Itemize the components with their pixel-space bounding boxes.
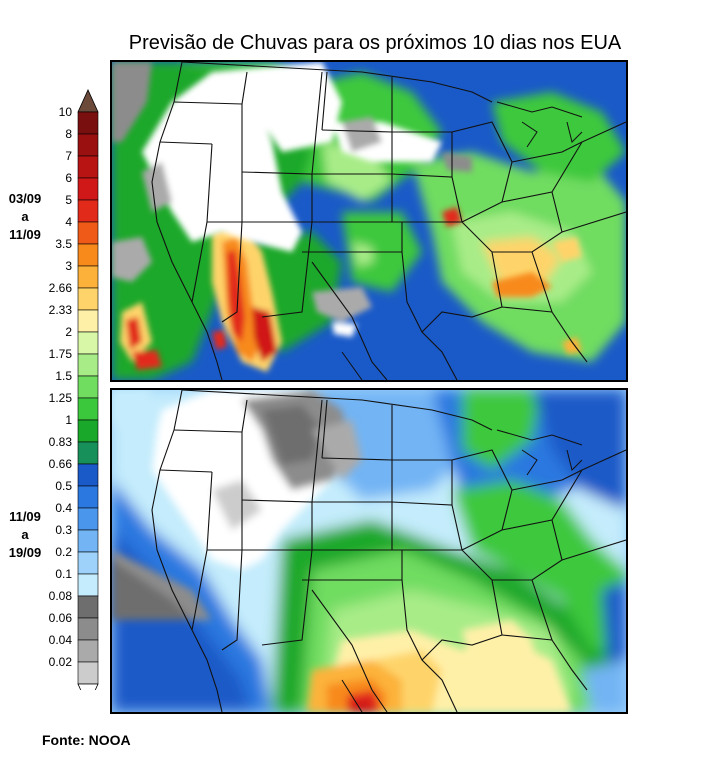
- legend-swatch: [77, 199, 99, 223]
- legend-swatch: [77, 265, 99, 289]
- period-top-sep: a: [21, 209, 29, 224]
- forecast-map-top: [110, 60, 628, 382]
- legend-label: 1.5: [55, 369, 72, 383]
- period-label-top: 03/09 a 11/09: [0, 190, 50, 244]
- legend-swatch: [77, 617, 99, 641]
- legend-label: 5: [65, 193, 72, 207]
- legend-swatch: [77, 529, 99, 553]
- legend-label: 0.3: [55, 523, 72, 537]
- legend-label: 3: [65, 259, 72, 273]
- legend-label: 0.06: [49, 611, 73, 625]
- page-title: Previsão de Chuvas para os próximos 10 d…: [128, 32, 622, 54]
- legend-label: 4: [65, 215, 72, 229]
- legend-label: 1.75: [49, 347, 73, 361]
- legend-label: 0.2: [55, 545, 72, 559]
- legend-swatch: [77, 595, 99, 619]
- legend-swatch: [77, 155, 99, 179]
- period-bottom-start: 11/09: [9, 509, 41, 524]
- legend-swatch: [77, 463, 99, 487]
- forecast-map-bottom: [110, 388, 628, 714]
- period-bottom-sep: a: [21, 527, 29, 542]
- precipitation-legend: 10 8 7 6 5 4 3.5 3 2.66 2.33 2 1.75 1.5 1.25 1 0.83 0.66…: [49, 89, 99, 690]
- legend-label: 6: [65, 171, 72, 185]
- legend-labels: 10 8 7 6 5 4 3.5 3 2.66 2.33 2 1.75 1.5 1.25 1 0.83 0.66…: [49, 105, 73, 669]
- source-credit: Fonte: NOOA: [42, 732, 131, 748]
- legend-label: 0.66: [49, 457, 73, 471]
- legend-label: 0.08: [49, 589, 73, 603]
- legend-top-arrow: [77, 89, 99, 113]
- legend-swatch: [77, 111, 99, 135]
- legend-bottom-arrow: [77, 683, 99, 690]
- legend-swatch: [77, 133, 99, 157]
- legend-swatch: [77, 353, 99, 377]
- legend-label: 1: [65, 413, 72, 427]
- legend-color-scale: [77, 89, 99, 690]
- legend-swatch: [77, 221, 99, 245]
- period-label-bottom: 11/09 a 19/09: [0, 508, 50, 562]
- legend-swatch: [77, 507, 99, 531]
- legend-label: 2.33: [49, 303, 73, 317]
- legend-swatch: [77, 397, 99, 421]
- legend-swatch: [77, 485, 99, 509]
- legend-swatch: [77, 177, 99, 201]
- legend-label: 2.66: [49, 281, 73, 295]
- legend-label: 8: [65, 127, 72, 141]
- legend-swatch: [77, 243, 99, 267]
- period-top-start: 03/09: [8, 191, 42, 206]
- legend-label: 0.02: [49, 655, 73, 669]
- legend-label: 0.1: [55, 567, 72, 581]
- legend-swatch: [77, 419, 99, 443]
- legend-label: 1.25: [49, 391, 73, 405]
- legend-label: 3.5: [55, 237, 72, 251]
- legend-swatch: [77, 661, 99, 685]
- legend-swatch: [77, 309, 99, 333]
- legend-swatch: [77, 573, 99, 597]
- period-top-end: 11/09: [9, 227, 41, 242]
- legend-label: 0.83: [49, 435, 73, 449]
- legend-label: 7: [65, 149, 72, 163]
- legend-label: 10: [59, 105, 73, 119]
- legend-swatch: [77, 331, 99, 355]
- legend-label: 2: [65, 325, 72, 339]
- legend-swatch: [77, 639, 99, 663]
- legend-label: 0.04: [49, 633, 73, 647]
- legend-label: 0.5: [55, 479, 72, 493]
- legend-swatch: [77, 375, 99, 399]
- legend-label: 0.4: [55, 501, 72, 515]
- legend-swatch: [77, 287, 99, 311]
- period-bottom-end: 19/09: [8, 545, 42, 560]
- legend-swatch: [77, 441, 99, 465]
- legend-swatch: [77, 551, 99, 575]
